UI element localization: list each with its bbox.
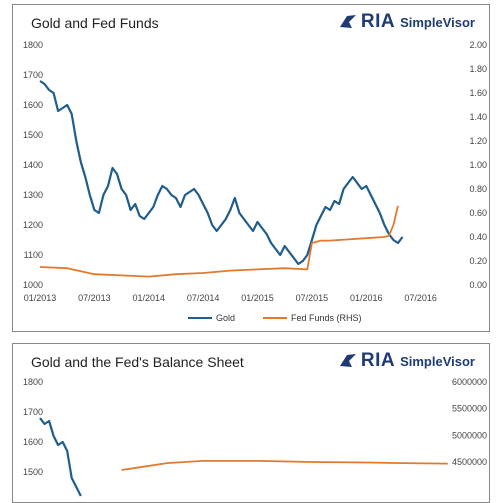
right-axis-tick-label: 0.40 [469, 232, 487, 242]
series-line-gold [39, 80, 404, 266]
left-axis-tick-label: 1300 [23, 190, 43, 200]
legend-label-fed-funds: Fed Funds (RHS) [291, 313, 362, 323]
left-axis-tick-label: 1400 [23, 160, 43, 170]
right-axis-tick-label: 2.00 [469, 40, 487, 50]
left-axis-tick-label: 1100 [24, 250, 43, 260]
x-axis-tick-label: 07/2015 [296, 293, 329, 303]
left-axis-tick-label: 1800 [23, 40, 43, 50]
x-axis-tick-label: 01/2016 [350, 293, 383, 303]
right-axis-tick-label: 6000000 [452, 377, 487, 387]
legend-item-fed-funds: Fed Funds (RHS) [263, 313, 362, 323]
left-axis-tick-label: 1500 [23, 467, 43, 477]
ria-bird-icon [339, 15, 356, 28]
x-axis-tick-label: 01/2015 [241, 293, 274, 303]
right-axis-tick-label: 4500000 [452, 457, 487, 467]
logo-simplevisor-text: SimpleVisor [400, 353, 475, 369]
right-axis-tick-label: 1.60 [469, 88, 487, 98]
right-axis-tick-label: 1.40 [469, 112, 487, 122]
right-axis-tick-label: 0.00 [469, 280, 487, 290]
right-axis-tick-label: 0.60 [469, 208, 487, 218]
legend-swatch-fed-funds [263, 317, 288, 319]
logo-simplevisor-text: SimpleVisor [400, 14, 475, 30]
legend-item-gold: Gold [188, 313, 235, 323]
series-line-fed-funds-rhs [39, 205, 399, 278]
ria-logo: RIA SimpleVisor [339, 11, 475, 33]
right-axis-tick-label: 5500000 [452, 404, 487, 414]
right-axis-tick-label: 0.80 [469, 184, 487, 194]
left-axis-tick-label: 1600 [23, 100, 43, 110]
x-axis-tick-label: 07/2016 [404, 293, 437, 303]
left-axis-tick-label: 1600 [23, 437, 43, 447]
chart-plot-area: 1800 1700 1600 1500 6000000 5500000 5000000 450… [23, 377, 487, 497]
left-axis-tick-label: 1500 [23, 130, 43, 140]
logo-ria-text: RIA [360, 11, 396, 32]
legend-label-gold: Gold [216, 313, 236, 323]
x-axis-tick-label: 01/2013 [24, 293, 57, 303]
right-axis-tick-label: 1.00 [469, 160, 487, 170]
gold-fed-funds-chart-panel: Gold and Fed Funds RIA SimpleVisor 1800 1… [12, 4, 490, 332]
gold-balance-sheet-chart-panel: Gold and the Fed's Balance Sheet RIA Sim… [12, 343, 490, 503]
left-axis-tick-label: 1700 [23, 407, 43, 417]
right-axis-tick-label: 0.20 [469, 256, 487, 266]
right-axis-tick-label: 5000000 [452, 430, 487, 440]
left-axis-tick-label: 1800 [23, 377, 43, 387]
series-line-gold [39, 417, 82, 497]
right-axis-tick-label: 1.80 [469, 64, 487, 74]
right-axis-tick-label: 1.20 [469, 136, 487, 146]
left-axis-tick-label: 1700 [23, 70, 43, 80]
chart-title: Gold and Fed Funds [31, 15, 159, 31]
left-axis-tick-label: 1200 [23, 220, 43, 230]
chart-plot-area: 1800 1700 1600 1500 1400 1300 1200 1100 1000 2.00… [23, 40, 487, 303]
ria-logo: RIA SimpleVisor [339, 350, 475, 372]
x-axis-tick-label: 07/2013 [78, 293, 111, 303]
x-axis-tick-label: 01/2014 [132, 293, 165, 303]
ria-bird-icon [339, 354, 356, 367]
chart-title: Gold and the Fed's Balance Sheet [31, 354, 244, 370]
chart-legend: Gold Fed Funds (RHS) [188, 313, 390, 323]
logo-ria-text: RIA [360, 350, 396, 371]
series-line-fed-balance-sheet [121, 460, 448, 471]
left-axis-tick-label: 1000 [23, 280, 43, 290]
x-axis-tick-label: 07/2014 [187, 293, 220, 303]
legend-swatch-gold [188, 317, 212, 319]
